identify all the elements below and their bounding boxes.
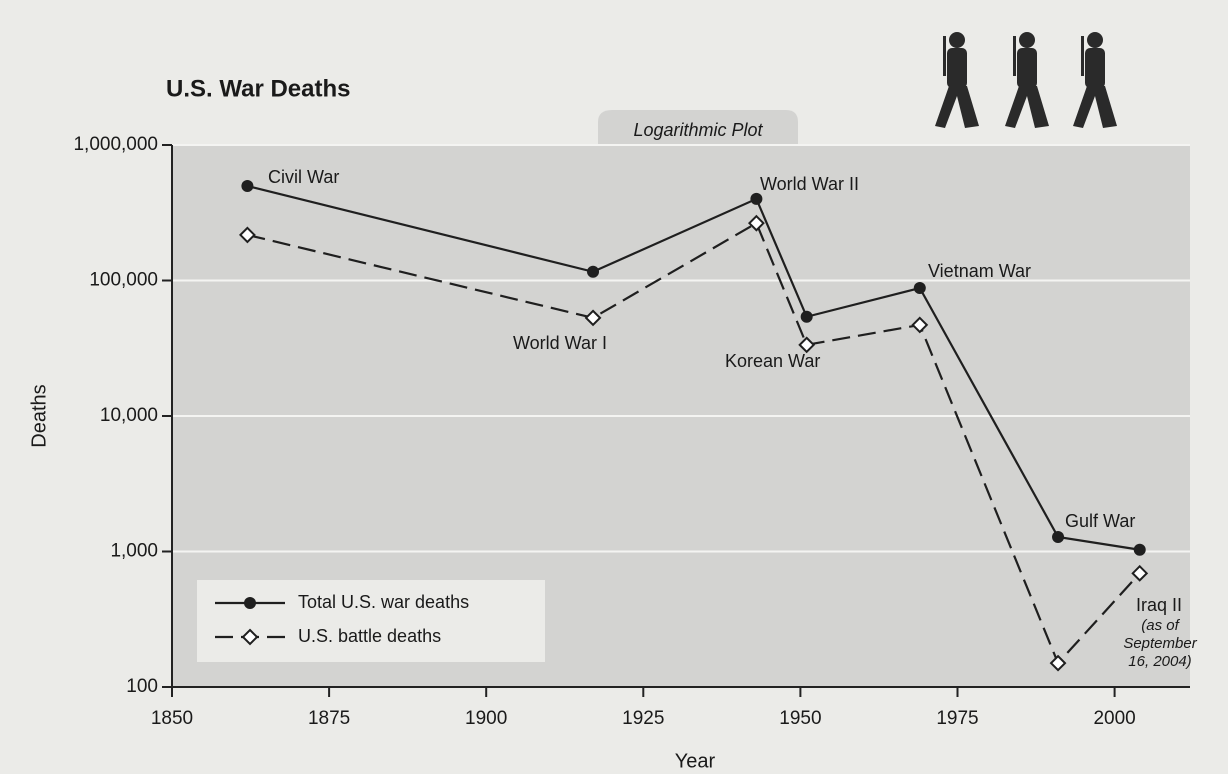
marker <box>801 311 813 323</box>
annotation-note: 16, 2004) <box>1128 653 1191 670</box>
annotation-note: (as of <box>1141 617 1180 634</box>
x-tick-label: 1975 <box>936 708 978 729</box>
marker <box>241 180 253 192</box>
x-tick-label: 1950 <box>779 708 821 729</box>
legend-label: Total U.S. war deaths <box>298 592 469 612</box>
annotation: Civil War <box>268 167 339 187</box>
annotation-note: September <box>1123 635 1197 652</box>
legend-label: U.S. battle deaths <box>298 626 441 646</box>
x-tick-label: 2000 <box>1093 708 1135 729</box>
annotation: World War I <box>513 333 607 353</box>
y-tick-label: 100 <box>126 676 158 697</box>
subtitle: Logarithmic Plot <box>633 120 763 140</box>
annotation: Korean War <box>725 351 820 371</box>
x-tick-label: 1875 <box>308 708 350 729</box>
page: {"chart_data": { "type": "line", "title"… <box>0 0 1228 774</box>
soldier-icons <box>935 32 1117 128</box>
marker <box>587 266 599 278</box>
marker <box>1134 544 1146 556</box>
annotation: Iraq II <box>1136 595 1182 615</box>
annotation: World War II <box>760 174 859 194</box>
x-tick-label: 1900 <box>465 708 507 729</box>
marker <box>1052 531 1064 543</box>
y-tick-label: 1,000 <box>110 541 158 562</box>
marker <box>914 282 926 294</box>
y-tick-label: 100,000 <box>89 270 158 291</box>
x-axis-label: Year <box>675 750 716 772</box>
x-tick-label: 1925 <box>622 708 664 729</box>
marker <box>750 193 762 205</box>
annotation: Gulf War <box>1065 511 1135 531</box>
chart-title: U.S. War Deaths <box>166 75 351 102</box>
x-tick-label: 1850 <box>151 708 193 729</box>
y-tick-label: 1,000,000 <box>73 134 158 155</box>
legend-marker <box>244 597 256 609</box>
chart: Logarithmic Plot U.S. War Deaths Year De… <box>0 0 1228 774</box>
annotation: Vietnam War <box>928 261 1031 281</box>
y-axis-label: Deaths <box>28 384 50 447</box>
y-tick-label: 10,000 <box>100 405 158 426</box>
